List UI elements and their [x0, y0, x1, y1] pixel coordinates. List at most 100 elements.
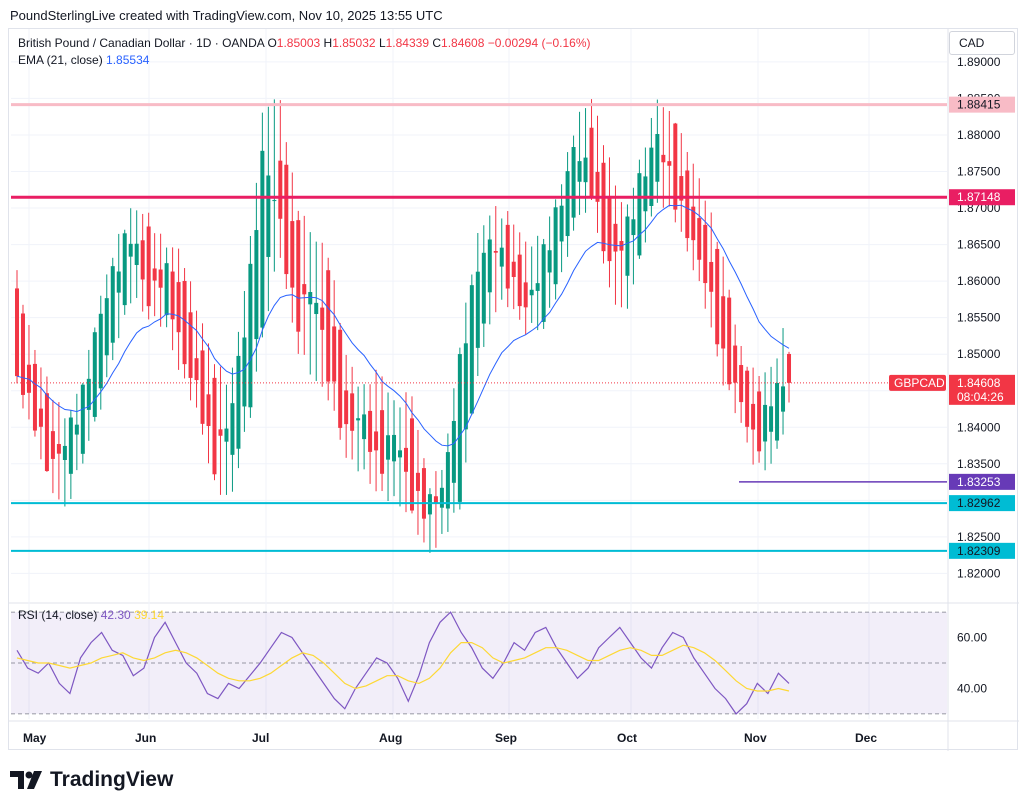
candle-body	[691, 206, 696, 241]
candle-body	[260, 150, 265, 328]
x-tick-label: Jun	[135, 731, 156, 745]
high-label: H	[323, 36, 333, 50]
candle-body	[230, 403, 235, 455]
candle-body	[206, 394, 211, 427]
candle-body	[236, 355, 241, 449]
candle-body	[775, 382, 780, 441]
candle-body	[547, 250, 552, 273]
candle-body	[739, 365, 744, 403]
price-level-tag	[949, 495, 1015, 512]
candle-body	[607, 195, 612, 262]
candle-body	[284, 164, 289, 275]
y-tick-label: 1.87500	[957, 165, 1001, 179]
low-value: 1.84339	[385, 36, 430, 50]
candle-body	[769, 406, 774, 432]
candle-body	[92, 332, 97, 417]
candle-body	[613, 223, 618, 252]
candle-body	[715, 248, 720, 345]
close-label: C	[432, 36, 442, 50]
candle-body	[362, 414, 367, 440]
symbol-title[interactable]: British Pound / Canadian Dollar · 1D · O…	[18, 36, 265, 50]
candle-body	[350, 393, 355, 431]
candle-body	[152, 268, 157, 281]
candle-body	[404, 447, 408, 472]
logo-text: TradingView	[50, 768, 174, 791]
candle-body	[649, 147, 654, 206]
candle-body	[721, 296, 726, 349]
candle-body	[493, 251, 498, 253]
candle-body	[745, 370, 750, 427]
candle-body	[595, 171, 600, 202]
tradingview-logo: TradingView	[10, 768, 173, 792]
candle-body	[320, 307, 325, 330]
candle-body	[272, 200, 277, 202]
candle-body	[499, 247, 504, 267]
change-value: −0.00294 (−0.16%)	[487, 36, 591, 50]
candle-body	[278, 160, 283, 219]
ema-label[interactable]: EMA (21, close)	[18, 53, 103, 67]
candle-body	[673, 123, 678, 210]
currency-button[interactable]: CAD	[949, 31, 1015, 55]
candle-body	[757, 391, 762, 452]
candle-body	[182, 280, 187, 365]
candle-body	[463, 343, 468, 430]
candle-body	[565, 171, 570, 237]
high-value: 1.85032	[332, 36, 376, 50]
candle-body	[637, 173, 642, 256]
price-level-tag	[949, 96, 1015, 113]
candle-body	[475, 271, 480, 348]
ema-legend: EMA (21, close) 1.85534	[18, 53, 149, 67]
close-value: 1.84608	[441, 36, 485, 50]
rsi-tick-label: 40.00	[957, 681, 987, 695]
candle-body	[20, 313, 25, 395]
candle-body	[116, 271, 121, 293]
rsi-ma-line	[16, 642, 790, 692]
candle-body	[439, 487, 444, 508]
candle-body	[74, 424, 79, 435]
candle-body	[170, 271, 175, 320]
candle-body	[218, 429, 223, 436]
y-tick-label: 1.89000	[957, 55, 1001, 69]
low-label: L	[378, 36, 386, 50]
last-price-tag	[949, 374, 1015, 405]
candle-body	[589, 127, 594, 198]
candle-body	[457, 354, 462, 502]
last-price-label: 1.84608	[957, 376, 1001, 390]
candle-body	[146, 226, 151, 307]
candle-body	[409, 418, 414, 511]
y-tick-label: 1.85000	[957, 347, 1001, 361]
candle-body	[392, 434, 397, 462]
candle-body	[685, 170, 690, 239]
candle-body	[631, 219, 636, 236]
rsi-tick-label: 60.00	[957, 631, 987, 645]
open-label: O	[267, 36, 277, 50]
candle-body	[535, 283, 540, 291]
candle-body	[751, 403, 756, 430]
candle-body	[523, 282, 528, 308]
x-tick-label: May	[23, 731, 47, 745]
candle-body	[122, 233, 127, 306]
candle-body	[314, 302, 319, 315]
price-level-tag	[949, 542, 1015, 559]
candle-body	[487, 239, 492, 293]
rsi-ma-value: 39.14	[134, 608, 165, 622]
candle-body	[421, 468, 426, 519]
chart-canvas[interactable]: 1.820001.825001.830001.835001.840001.845…	[9, 29, 1019, 751]
candle-body	[679, 176, 684, 201]
candle-body	[98, 313, 103, 389]
tradingview-logo-icon	[10, 771, 42, 789]
candle-body	[481, 252, 486, 324]
ema-line	[16, 204, 790, 447]
candle-body	[505, 224, 510, 289]
candle-body	[374, 431, 379, 451]
candle-body	[38, 408, 43, 427]
x-tick-label: Aug	[379, 731, 402, 745]
candle-body	[110, 266, 115, 343]
candle-body	[44, 393, 49, 472]
rsi-label[interactable]: RSI (14, close)	[18, 608, 98, 622]
candle-body	[697, 218, 702, 260]
price-level-label: 1.82962	[957, 496, 1001, 510]
candle-body	[703, 224, 708, 284]
candle-body	[86, 378, 91, 410]
y-tick-label: 1.85500	[957, 311, 1001, 325]
